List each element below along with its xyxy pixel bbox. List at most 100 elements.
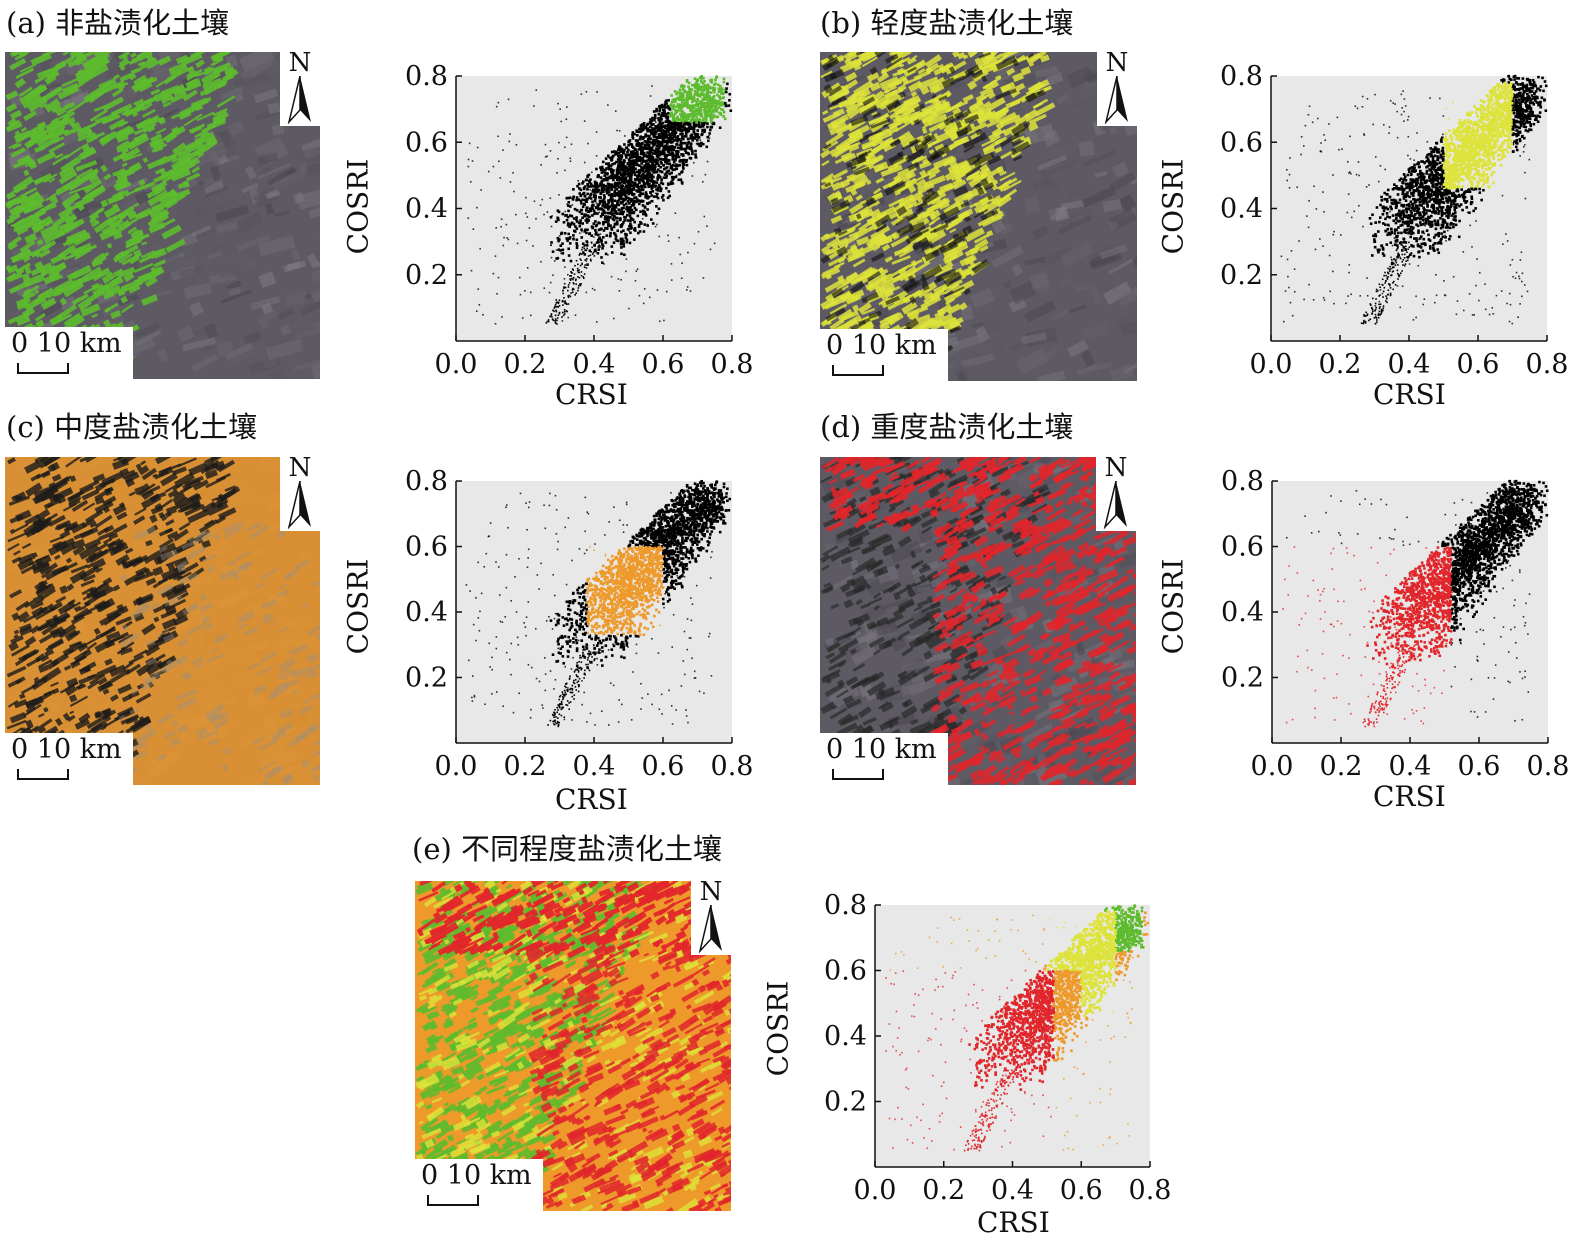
scatter-svg-b: 0.0 0.2 0.4 0.6 0.80.20.40.60.8 [1220, 61, 1568, 380]
scatter-point [1442, 154, 1445, 158]
scatter-point [1462, 138, 1465, 142]
scatter-point [1446, 209, 1449, 213]
scatter-point [629, 200, 633, 203]
scatter-point [1443, 230, 1446, 234]
scatter-point [1440, 223, 1444, 227]
scatter-point [661, 142, 664, 144]
scatter-point [557, 218, 560, 222]
scatter-point [695, 138, 699, 142]
scatter-point [1463, 160, 1467, 164]
scatter-point [1454, 150, 1458, 153]
scatter-point [575, 246, 579, 250]
scatter-point [576, 267, 579, 270]
scatter-point [687, 140, 691, 144]
scatter-point [605, 227, 609, 230]
scatter-point [1514, 114, 1517, 118]
scatter-point [655, 137, 659, 140]
scatter-point [682, 162, 685, 166]
scatter-point [614, 235, 618, 238]
scatter-point [578, 271, 581, 274]
scatter-point [625, 258, 628, 260]
scatter-point [664, 176, 668, 179]
scatter-point [1501, 95, 1504, 99]
scatter-point [1495, 111, 1499, 115]
scatter-point [1469, 202, 1473, 206]
scatter-point [593, 182, 597, 186]
scatter-point [1434, 195, 1438, 198]
scatter-point [667, 169, 671, 173]
scatter-point [708, 137, 711, 139]
scatter-point [579, 264, 582, 267]
scatter-point [593, 199, 597, 203]
scatter-point [646, 151, 649, 154]
scale-bar-label: 0 10 km [826, 331, 937, 361]
scatter-point [659, 129, 663, 133]
scatter-point [633, 152, 637, 156]
scatter-point [669, 152, 673, 156]
scatter-point [1442, 164, 1446, 168]
scatter-point [610, 195, 613, 199]
scatter-point [578, 269, 580, 271]
scatter-point [1498, 132, 1502, 135]
scatter-point [556, 217, 560, 220]
scatter-point [596, 233, 600, 237]
scatter-point [1509, 91, 1512, 94]
scatter-point [564, 302, 566, 305]
scatter-point [712, 104, 716, 108]
scatter-point [1490, 99, 1494, 102]
scatter-point [1404, 178, 1408, 182]
scatter-point [529, 314, 532, 317]
scatter-point [555, 299, 558, 301]
scatter-point [561, 320, 564, 322]
scatter-point [627, 143, 630, 147]
scatter-point [670, 146, 673, 149]
scatter-point [1539, 105, 1543, 109]
scatter-point [661, 194, 665, 197]
scatter-point [625, 238, 629, 242]
scatter-point [718, 97, 722, 101]
scatter-point [1455, 136, 1459, 139]
scatter-point [647, 143, 651, 147]
scatter-point [1449, 169, 1453, 173]
north-arrow-icon: N [1097, 52, 1137, 126]
scatter-point [689, 142, 693, 145]
scatter-point [696, 110, 700, 114]
scatter-point [1441, 200, 1445, 204]
scatter-point [1484, 141, 1488, 145]
map-panel-c: N 0 10 km [5, 457, 320, 785]
scatter-point [615, 160, 618, 164]
scatter-point [1419, 192, 1422, 195]
scatter-point [1442, 152, 1445, 155]
scatter-point [646, 129, 649, 133]
scatter-point [1473, 173, 1476, 177]
scatter-point [1400, 186, 1404, 190]
scatter-point [683, 89, 686, 92]
scatter-point [1482, 178, 1485, 182]
scatter-point [1468, 178, 1471, 181]
scatter-point [658, 105, 661, 108]
scatter-point [597, 228, 601, 232]
scatter-point [1437, 209, 1441, 213]
scatter-point [608, 216, 611, 219]
scatter-point [670, 279, 673, 281]
scatter-point [1409, 173, 1413, 177]
scatter-point [1516, 83, 1520, 86]
scatter-point [1475, 107, 1478, 110]
scatter-point [482, 313, 484, 316]
scatter-point [631, 146, 635, 149]
scatter-point [666, 126, 670, 129]
scatter-point [1482, 174, 1486, 177]
scatter-point [1518, 126, 1522, 130]
scatter-point [638, 137, 642, 141]
scatter-point [672, 128, 676, 132]
scatter-point [565, 218, 569, 222]
scatter-point [1513, 85, 1516, 89]
scatter-point [657, 140, 660, 143]
scatter-point [1384, 217, 1387, 221]
scatter-point [1381, 252, 1385, 255]
scatter-point [567, 196, 570, 200]
scatter-point [1462, 193, 1466, 196]
scatter-point [687, 117, 690, 121]
scatter-point [562, 314, 565, 317]
scatter-point [693, 77, 697, 81]
